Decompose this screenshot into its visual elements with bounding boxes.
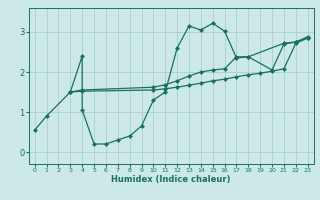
X-axis label: Humidex (Indice chaleur): Humidex (Indice chaleur) xyxy=(111,175,231,184)
